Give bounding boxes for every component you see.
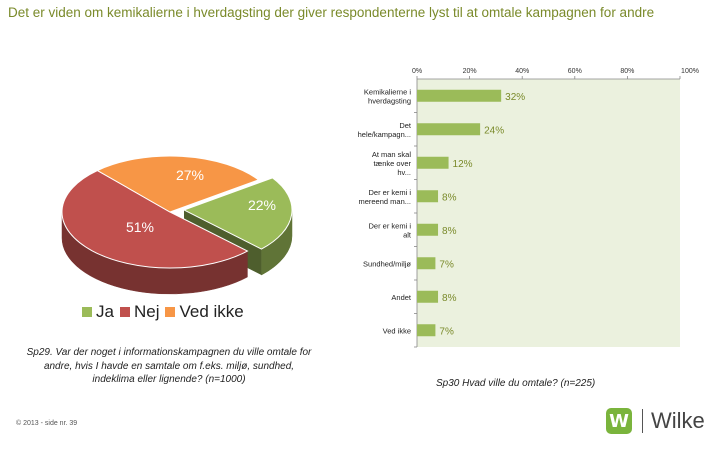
category-label-line: hele/kampagn... [358,130,411,139]
bar-6 [417,290,439,303]
category-label-line: Kemikalierne i [364,87,411,96]
bar-7 [417,324,436,337]
category-label-line: tænke over [373,159,411,168]
category-label-line: Ved ikke [383,326,411,335]
pie-slice-ja [182,177,293,250]
legend-swatch-nej [119,307,130,317]
pie-slice-nej [61,169,249,269]
category-label-line: Sundhed/miljø [363,259,411,268]
bar-5 [417,257,436,270]
pie-caption: Sp29. Var der noget i informationskampag… [26,347,312,385]
category-label: Kemikalierne i hverdagsting [364,87,411,105]
category-label-line: At man skal [372,150,412,159]
x-tick-label: 0% [412,68,422,75]
legend-item-ja: Ja [82,302,114,322]
legend-label-nej: Nej [133,302,160,321]
pie-chart: 22% 51% 27% [61,155,293,295]
pie-label-nej: 51% [126,219,154,235]
bar-value-label: 8% [442,226,457,237]
legend-label-ved-ikke: Ved ikke [179,302,244,321]
category-label-line: hverdagsting [368,96,411,105]
logo-divider [642,409,643,433]
category-label-line: hv... [397,168,411,177]
category-label: At man skal tænke over hv... [372,150,412,177]
x-tick-label: 100% [681,68,699,75]
bar-value-label: 7% [439,326,454,337]
bar-0 [417,89,502,102]
category-label: Sundhed/miljø [363,259,411,268]
x-tick-label: 20% [463,68,477,75]
category-label: Andet [391,293,412,302]
x-tick-label: 40% [515,68,529,75]
legend-item-ved-ikke: Ved ikke [165,302,244,322]
footer-page-number: © 2013 - side nr. 39 [16,420,78,427]
logo-text: Wilke [651,408,705,433]
legend-item-nej: Nej [119,302,160,322]
category-label: Der er kemi i alt [368,221,411,239]
category-label-line: alt [403,230,412,239]
x-tick-label: 60% [568,68,582,75]
bar-value-label: 32% [505,92,525,103]
legend-swatch-ja [82,307,92,317]
pie-slice-ved-ikke [96,155,260,213]
pie-label-ja: 22% [248,197,276,213]
wilke-logo: W Wilke [606,408,705,434]
legend-label-ja: Ja [96,302,114,321]
bar-2 [417,156,449,169]
bar-value-label: 12% [453,159,473,170]
bar-value-label: 8% [442,192,457,203]
bar-value-label: 8% [442,293,457,304]
category-label-line: Der er kemi i [368,188,411,197]
category-label: Der er kemi i mereend man... [358,188,411,206]
category-label-line: Andet [391,293,412,302]
bar-caption: Sp30 Hvad ville du omtale? (n=225) [436,378,596,389]
bar-value-label: 7% [439,259,454,270]
bar-value-label: 24% [484,125,504,136]
bar-1 [417,123,481,136]
category-label-line: Der er kemi i [368,221,411,230]
x-tick-label: 80% [620,68,634,75]
pie-legend: Ja Nej Ved ikke [82,302,250,322]
category-label: Ved ikke [383,326,411,335]
pie-label-ved-ikke: 27% [176,167,204,183]
plot-area [417,79,680,347]
slide-title: Det er viden om kemikalierne i hverdagst… [8,5,655,20]
legend-swatch-ved-ikke [165,307,176,317]
logo-mark: W [606,408,632,434]
bar-chart: 0% 20% 40% 60% 80% 100% 32% Kemikalierne i hverd… [358,68,699,348]
bar-3 [417,190,439,203]
category-label: Det hele/kampagn... [358,121,412,139]
category-label-line: Det [399,121,412,130]
category-label-line: mereend man... [358,197,411,206]
bar-4 [417,223,439,236]
